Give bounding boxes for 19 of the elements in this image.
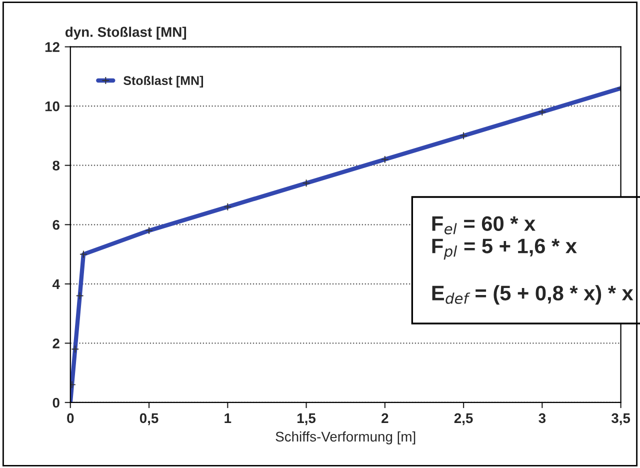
x-tick-label: 2 (382, 413, 388, 423)
x-tick-label: 1,5 (298, 413, 316, 426)
y-axis-title: dyn. Stoßlast [MN] (65, 26, 186, 40)
legend-label: Stoßlast [MN] (124, 76, 204, 88)
x-axis-title: Schiffs-Verformung [m] (276, 431, 416, 444)
y-tick-label: 8 (52, 160, 60, 171)
x-tick-label: 3,5 (611, 413, 630, 426)
y-tick-label: 2 (52, 338, 60, 348)
x-tick-label: 0 (67, 413, 74, 424)
y-tick-label: 4 (52, 279, 60, 289)
y-tick-label: 0 (52, 398, 60, 408)
y-tick-label: 10 (45, 101, 60, 112)
text: F$_{el}$ = 60 * x F$_{pl}$ = 5 + 1,6 * x E$_{def}$ = (5 + 0,8 * x) * x (432, 216, 634, 305)
y-tick-label: 12 (45, 42, 60, 52)
x-tick-label: 1 (224, 413, 232, 423)
x-tick-label: 2,5 (454, 413, 473, 426)
x-tick-label: 0,5 (140, 413, 158, 426)
y-tick-label: 6 (52, 220, 60, 230)
x-tick-label: 3 (538, 413, 546, 424)
